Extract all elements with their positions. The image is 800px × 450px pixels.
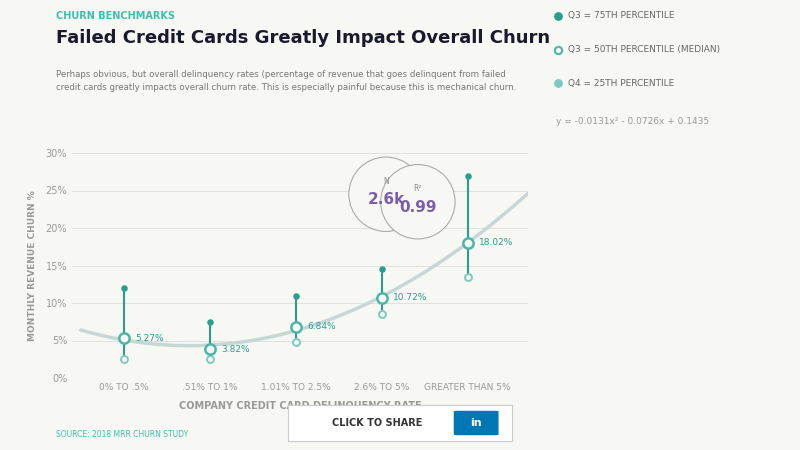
Text: 5.27%: 5.27% — [135, 334, 163, 343]
Text: 2.6k: 2.6k — [367, 192, 405, 207]
Point — [203, 356, 216, 363]
Text: 18.02%: 18.02% — [479, 238, 514, 248]
Text: 10.72%: 10.72% — [393, 293, 427, 302]
X-axis label: COMPANY CREDIT CARD DELINQUENCY RATE: COMPANY CREDIT CARD DELINQUENCY RATE — [178, 400, 422, 410]
Point — [203, 346, 216, 353]
Point — [552, 12, 565, 19]
Y-axis label: MONTHLY REVENUE CHURN %: MONTHLY REVENUE CHURN % — [28, 190, 37, 341]
Point — [375, 294, 388, 301]
Text: R²: R² — [414, 184, 422, 193]
Text: N: N — [383, 177, 389, 186]
Point — [462, 239, 474, 247]
Point — [462, 172, 474, 179]
Point — [462, 273, 474, 280]
Point — [290, 338, 302, 346]
FancyBboxPatch shape — [454, 411, 498, 435]
Text: Q4 = 25TH PERCENTILE: Q4 = 25TH PERCENTILE — [568, 79, 674, 88]
Text: y = -0.0131x² - 0.0726x + 0.1435: y = -0.0131x² - 0.0726x + 0.1435 — [556, 117, 709, 126]
Text: Q3 = 50TH PERCENTILE (MEDIAN): Q3 = 50TH PERCENTILE (MEDIAN) — [568, 45, 720, 54]
Point — [375, 310, 388, 318]
Point — [552, 46, 565, 53]
Point — [203, 318, 216, 325]
Point — [118, 335, 130, 342]
Text: CHURN BENCHMARKS: CHURN BENCHMARKS — [56, 11, 175, 21]
Text: 0.99: 0.99 — [399, 200, 437, 215]
Text: Perhaps obvious, but overall delinquency rates (percentage of revenue that goes : Perhaps obvious, but overall delinquency… — [56, 70, 516, 92]
Point — [290, 323, 302, 330]
Point — [118, 284, 130, 292]
Text: Failed Credit Cards Greatly Impact Overall Churn: Failed Credit Cards Greatly Impact Overa… — [56, 29, 550, 47]
Text: CLICK TO SHARE: CLICK TO SHARE — [333, 418, 422, 428]
Point — [290, 292, 302, 299]
Point — [375, 266, 388, 273]
Text: in: in — [470, 418, 482, 428]
Text: 3.82%: 3.82% — [221, 345, 250, 354]
Text: Q3 = 75TH PERCENTILE: Q3 = 75TH PERCENTILE — [568, 11, 674, 20]
Text: 6.84%: 6.84% — [307, 322, 335, 331]
Point — [118, 356, 130, 363]
Point — [552, 80, 565, 87]
Text: SOURCE: 2018 MRR CHURN STUDY: SOURCE: 2018 MRR CHURN STUDY — [56, 430, 188, 439]
